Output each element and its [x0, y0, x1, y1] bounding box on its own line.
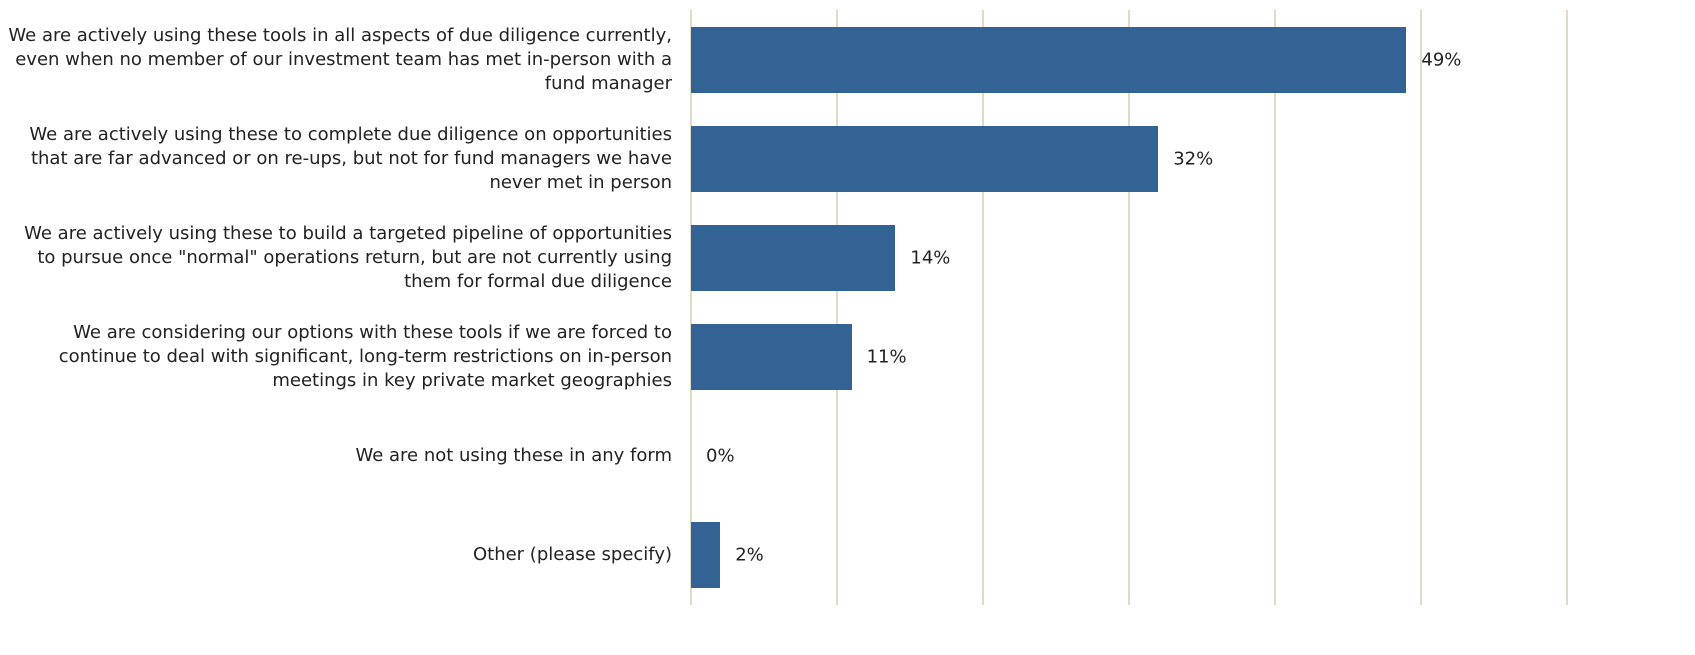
- category-label: We are considering our options with thes…: [58, 322, 672, 392]
- grid-line: [836, 10, 838, 605]
- grid-line: [1566, 10, 1568, 605]
- value-label: 0%: [706, 445, 735, 467]
- value-label: 49%: [1421, 49, 1462, 71]
- value-label: 14%: [910, 247, 951, 269]
- bar: [691, 224, 896, 291]
- bar: [691, 125, 1159, 192]
- category-label: Other (please specify): [472, 544, 672, 566]
- value-label: 32%: [1173, 148, 1214, 170]
- category-label: We are actively using these to build a t…: [24, 222, 672, 292]
- grid-line: [982, 10, 984, 605]
- category-label: We are actively using these to complete …: [29, 123, 672, 193]
- value-label: 11%: [866, 346, 907, 368]
- value-label: 2%: [735, 544, 764, 566]
- category-label: We are actively using these tools in all…: [8, 24, 672, 94]
- grid-line: [690, 10, 692, 605]
- bar: [691, 522, 721, 589]
- bar: [691, 324, 852, 391]
- grid-line: [1128, 10, 1130, 605]
- category-label: We are not using these in any form: [355, 445, 672, 467]
- grid-line: [1420, 10, 1422, 605]
- grid-line: [1274, 10, 1276, 605]
- bar: [691, 26, 1407, 93]
